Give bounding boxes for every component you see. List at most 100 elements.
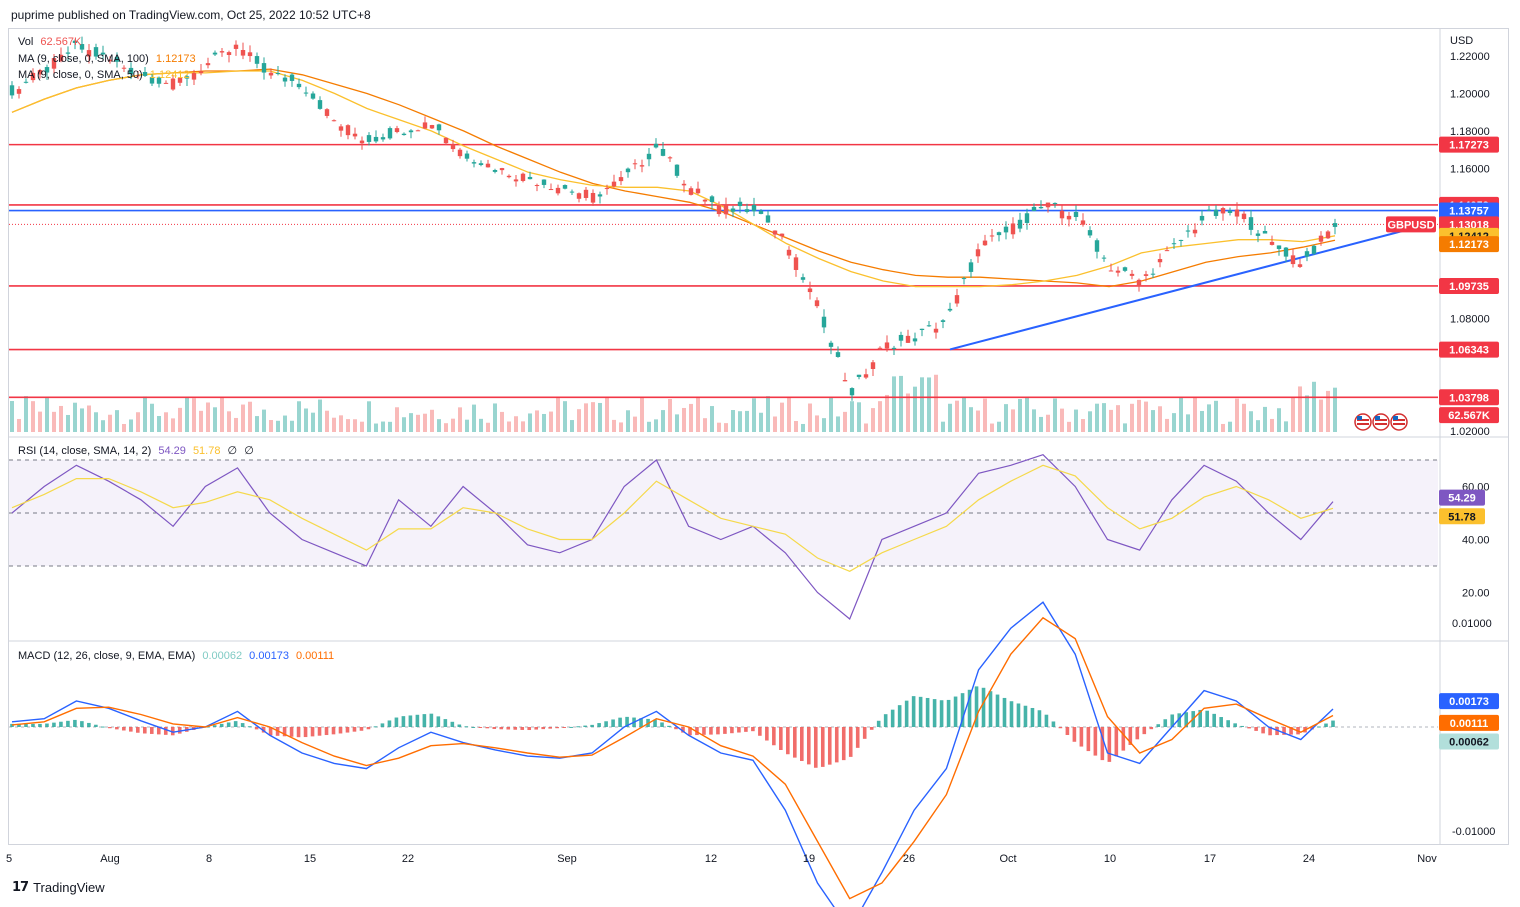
us-flag-stripe	[1375, 419, 1387, 421]
volume-bar	[885, 394, 889, 432]
volume-bar	[451, 418, 455, 432]
macd-histogram-bar	[709, 727, 713, 735]
macd-histogram-bar	[1100, 727, 1105, 761]
vol-legend[interactable]: Vol 62.567K	[18, 34, 81, 50]
volume-bar	[178, 407, 182, 432]
macd-histogram-bar	[219, 723, 224, 727]
macd-badge-text: 0.00111	[1450, 718, 1489, 730]
ma100-legend[interactable]: MA (9, close, 0, SMA, 100) 1.12173	[18, 51, 196, 67]
symbol-tag	[1386, 216, 1436, 233]
volume-bar	[773, 416, 777, 432]
macd-histogram-bar	[827, 727, 832, 765]
volume-bar	[521, 421, 525, 432]
volume-bar	[1046, 414, 1050, 432]
candle-body	[611, 181, 617, 187]
rsi-legend[interactable]: RSI (14, close, SMA, 14, 2) 54.29 51.78 …	[18, 443, 254, 459]
candle-body	[303, 92, 309, 94]
volume-bar	[66, 414, 70, 432]
volume-bar	[1333, 387, 1337, 432]
macd-signal-legend-value: 0.00111	[296, 650, 335, 662]
macd-histogram-bar	[1107, 727, 1112, 762]
volume-bar	[892, 376, 896, 432]
macd-histogram-bar	[520, 727, 525, 730]
volume-bar	[1235, 398, 1239, 432]
macd-histogram-bar	[702, 727, 706, 735]
ma50-legend-value: 1.12412	[149, 69, 190, 81]
macd-histogram-bar	[87, 722, 91, 727]
price-badge	[1439, 236, 1499, 253]
candle-body	[982, 240, 988, 246]
price-tick-label: 1.02000	[1450, 426, 1490, 438]
macd-line-legend-value: 0.00173	[249, 650, 289, 662]
candle-body	[485, 163, 491, 168]
macd-histogram-bar	[744, 727, 748, 732]
macd-histogram-bar	[1051, 721, 1056, 727]
macd-histogram-bar	[548, 727, 552, 729]
candle-body	[583, 189, 589, 198]
candle-body	[1094, 240, 1100, 252]
volume-bar	[437, 419, 441, 432]
vol-legend-label: Vol	[18, 36, 34, 48]
candle-body	[450, 144, 456, 150]
volume-bar	[528, 413, 532, 432]
macd-histogram-bar	[80, 721, 84, 727]
volume-bar	[1109, 409, 1113, 432]
volume-bar	[80, 408, 84, 432]
macd-histogram-bar	[268, 727, 273, 736]
candle-body	[744, 209, 750, 212]
volume-bar	[780, 402, 784, 432]
candle-body	[135, 75, 141, 77]
macd-histogram-bar	[429, 713, 434, 727]
footer-brand[interactable]: 17 TradingView	[12, 880, 105, 895]
macd-legend[interactable]: MACD (12, 26, close, 9, EMA, EMA) 0.0006…	[18, 648, 334, 664]
candle-body	[1297, 264, 1303, 267]
candle-body	[51, 58, 57, 69]
volume-bar	[843, 411, 847, 432]
us-flag-canton	[1393, 416, 1398, 420]
price-badge	[1439, 389, 1499, 406]
volume-bar	[619, 422, 623, 432]
candle-body	[793, 257, 799, 270]
candle-body	[1206, 209, 1212, 211]
candle-body	[912, 338, 918, 342]
candle-body	[933, 328, 939, 333]
macd-histogram-bar	[233, 721, 238, 727]
volume-bar	[430, 409, 434, 432]
candle-body	[457, 149, 463, 157]
volume-bar	[192, 398, 196, 432]
candle-body	[527, 176, 533, 180]
price-badge	[1439, 341, 1499, 358]
macd-histogram-bar	[555, 727, 559, 729]
candle-body	[681, 183, 687, 186]
macd-histogram-bar	[1009, 701, 1014, 727]
candle-body	[1136, 279, 1142, 287]
macd-histogram-bar	[730, 727, 734, 734]
volume-bar	[1319, 399, 1323, 432]
candle-body	[128, 67, 134, 75]
volume-bar	[17, 418, 21, 432]
chart-frame	[8, 28, 1509, 845]
candle-body	[625, 168, 631, 173]
candle-body	[961, 278, 967, 280]
macd-badge	[1439, 733, 1499, 750]
macd-histogram-bar	[1324, 723, 1328, 727]
ma50-legend[interactable]: MA (9, close, 0, SMA, 50) 1.12412	[18, 67, 190, 83]
volume-bar	[234, 417, 238, 432]
candle-body	[660, 148, 666, 156]
macd-histogram-bar	[793, 727, 797, 758]
macd-histogram-bar	[667, 725, 671, 727]
candle-body	[849, 388, 855, 396]
ma100-legend-value: 1.12173	[155, 53, 196, 65]
volume-bar	[164, 412, 168, 432]
macd-histogram-bar	[366, 727, 371, 730]
macd-histogram-bar	[765, 727, 769, 741]
price-badge-text: 1.06343	[1449, 345, 1489, 357]
volume-bar	[1158, 406, 1162, 432]
macd-histogram-bar	[156, 727, 161, 735]
macd-histogram-bar	[848, 727, 853, 757]
candle-body	[324, 109, 330, 116]
macd-histogram-bar	[38, 723, 42, 727]
price-badge-text: 1.09735	[1449, 281, 1489, 293]
volume-bar	[584, 403, 588, 432]
